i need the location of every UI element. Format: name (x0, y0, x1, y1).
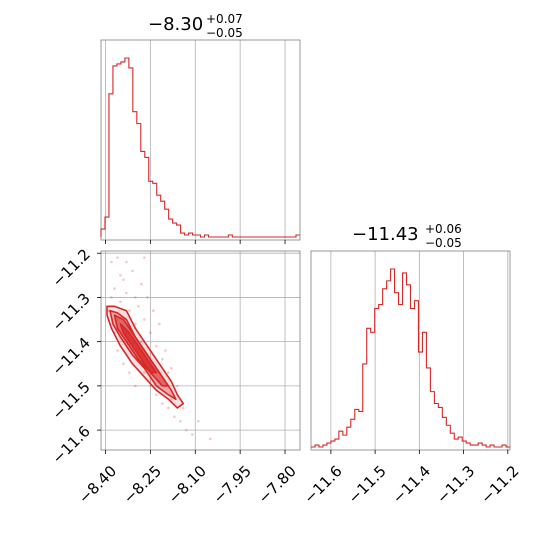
sample-point-19 (161, 402, 164, 405)
sample-point-33 (158, 322, 161, 326)
sample-point-38 (128, 371, 131, 374)
sample-point-53 (196, 419, 200, 423)
sample-point-29 (131, 269, 134, 273)
axes-frame-param2 (310, 250, 511, 451)
sample-point-32 (152, 309, 155, 313)
sample-point-47 (125, 291, 128, 295)
sample-point-45 (110, 260, 113, 264)
sample-point-43 (161, 358, 164, 361)
param1-tick-label-2: −8.10 (165, 462, 210, 507)
param2-tick-label-4: −11.2 (477, 462, 522, 507)
sample-point-28 (125, 260, 128, 264)
title-param1-median: −8.30 (148, 14, 203, 35)
joint-contours (106, 305, 185, 409)
axes-frame-joint (100, 250, 301, 451)
sample-point-25 (184, 428, 188, 432)
title-param1-lower: −0.05 (206, 26, 243, 40)
sample-point-36 (116, 349, 119, 352)
sample-point-5 (122, 278, 125, 282)
sample-point-12 (140, 340, 143, 343)
sample-point-10 (134, 296, 137, 299)
sample-point-30 (140, 282, 143, 286)
x-ticks-param2: −11.6−11.5−11.4−11.3−11.2 (300, 450, 523, 507)
title-param1-upper: +0.07 (206, 12, 243, 26)
sample-point-26 (190, 433, 194, 436)
gridlines-param2 (330, 251, 509, 450)
x-ticks-param1: −8.40 −8.25 −8.10 −7.95 −7.80 (75, 450, 300, 507)
sample-point-22 (170, 397, 173, 401)
sample-point-37 (122, 362, 125, 366)
title-param2-median: −11.43 (352, 224, 419, 245)
sample-point-13 (143, 371, 146, 374)
param1-tick-label-3: −7.95 (210, 462, 255, 507)
sample-point-39 (134, 384, 137, 388)
sample-point-52 (181, 406, 185, 410)
title-param2-upper: +0.06 (425, 222, 462, 236)
sample-point-46 (116, 256, 119, 259)
histogram-param2 (311, 268, 510, 448)
param2-y-tick-label-4: −11.2 (49, 245, 94, 290)
param2-tick-label-3: −11.3 (433, 462, 478, 507)
sample-point-42 (155, 344, 158, 348)
sample-point-23 (173, 415, 176, 419)
sample-point-50 (170, 366, 173, 370)
sample-point-27 (119, 274, 122, 277)
axes-frame-param1 (100, 39, 301, 241)
sample-point-2 (113, 287, 116, 290)
histogram-param1 (100, 57, 300, 238)
sample-point-48 (137, 304, 140, 308)
sample-point-1 (110, 296, 113, 299)
sample-point-34 (164, 349, 167, 352)
sample-point-7 (128, 309, 131, 313)
sample-point-21 (167, 406, 170, 410)
param2-y-tick-label-1: −11.5 (49, 378, 94, 423)
sample-point-9 (134, 322, 137, 326)
gridlines-joint (101, 251, 300, 450)
marginal-panel-param1: −8.30 +0.07 −0.05 (100, 12, 301, 244)
param2-y-tick-label-0: −11.6 (49, 422, 94, 467)
sample-point-41 (149, 331, 152, 335)
gridlines-param1 (105, 40, 286, 240)
sample-point-51 (176, 384, 179, 388)
y-ticks-param2: −11.6−11.5−11.4−11.3−11.2 (49, 245, 101, 467)
sample-point-49 (143, 256, 146, 259)
param2-tick-label-1: −11.5 (345, 462, 390, 507)
contour-level-3 (119, 323, 158, 374)
ticks-param1-marginal (105, 240, 286, 244)
param1-tick-label-0: −8.40 (75, 462, 120, 507)
sample-point-40 (143, 318, 146, 321)
param2-y-tick-label-3: −11.3 (49, 290, 94, 335)
title-param2-lower: −0.05 (425, 236, 462, 250)
sample-point-17 (155, 393, 158, 397)
sample-point-54 (208, 437, 212, 441)
sample-point-44 (167, 371, 170, 374)
param2-tick-label-2: −11.4 (389, 462, 434, 507)
param1-tick-label-4: −7.80 (255, 462, 300, 507)
sample-point-31 (146, 296, 149, 299)
sample-point-4 (119, 300, 122, 304)
sample-point-0 (107, 309, 110, 313)
param2-y-tick-label-2: −11.4 (49, 334, 94, 379)
joint-panel: −8.40 −8.25 −8.10 −7.95 −7.80 −11.6−11.5−11.… (49, 245, 301, 507)
param1-tick-label-1: −8.25 (120, 462, 165, 507)
sample-point-24 (179, 419, 182, 423)
param2-tick-label-0: −11.6 (300, 462, 345, 507)
marginal-panel-param2: −11.6−11.5−11.4−11.3−11.2 −11.43 +0.06 −… (300, 222, 522, 507)
